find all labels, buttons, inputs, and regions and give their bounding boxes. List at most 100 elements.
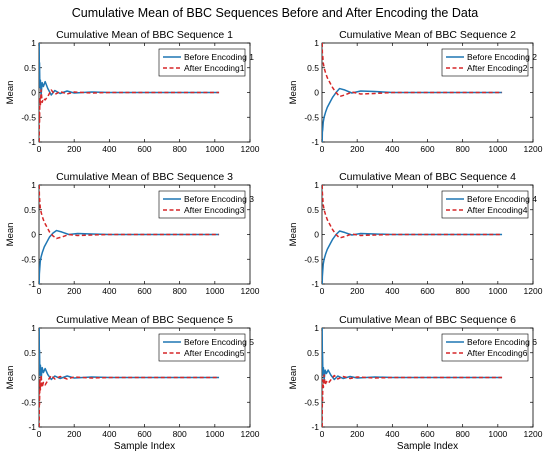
subplot-title: Cumulative Mean of BBC Sequence 1 <box>56 29 233 41</box>
legend-box <box>158 333 246 362</box>
series-line-before <box>322 87 503 142</box>
x-tick-label: 400 <box>102 429 116 439</box>
x-tick-label: 0 <box>320 144 325 154</box>
x-tick-label: 200 <box>350 286 364 296</box>
x-tick-label: 1200 <box>524 286 543 296</box>
x-tick-label: 1000 <box>488 429 507 439</box>
x-tick-label: 1000 <box>488 286 507 296</box>
legend-label: Before Encoding 3 <box>184 194 254 204</box>
x-tick-label: 1000 <box>205 144 224 154</box>
x-tick-label: 600 <box>420 429 434 439</box>
x-tick-label: 0 <box>37 144 42 154</box>
y-tick-label: 0.5 <box>24 205 36 215</box>
legend-label: After Encoding1 <box>184 63 245 73</box>
series-line-after <box>322 43 503 98</box>
y-tick-label: 0 <box>31 230 36 240</box>
y-axis-label: Mean <box>5 81 16 105</box>
x-tick-label: 600 <box>137 286 151 296</box>
legend-label: Before Encoding 5 <box>184 337 254 347</box>
y-tick-label: 0.5 <box>24 348 36 358</box>
y-tick-label: 1 <box>31 180 36 190</box>
x-tick-label: 1200 <box>241 286 260 296</box>
legend-label: After Encoding4 <box>467 205 528 215</box>
y-tick-label: 1 <box>31 38 36 48</box>
x-tick-label: 0 <box>320 286 325 296</box>
y-axis-label: Mean <box>5 223 16 247</box>
x-tick-label: 600 <box>420 144 434 154</box>
x-tick-label: 1200 <box>241 144 260 154</box>
y-tick-label: -0.5 <box>304 397 319 407</box>
x-tick-label: 800 <box>173 144 187 154</box>
x-tick-label: 400 <box>385 144 399 154</box>
subplot-3: Cumulative Mean of BBC Sequence 3 0 200 400… <box>5 171 260 296</box>
y-tick-label: -1 <box>311 422 319 432</box>
subplot-5: Cumulative Mean of BBC Sequence 5 0 200 400… <box>5 314 260 452</box>
y-tick-label: 0.5 <box>307 63 319 73</box>
y-tick-label: 1 <box>31 323 36 333</box>
x-axis-label: Sample Index <box>397 441 458 452</box>
x-tick-label: 1000 <box>488 144 507 154</box>
y-tick-label: 1 <box>314 38 319 48</box>
y-tick-label: 1 <box>314 180 319 190</box>
x-tick-label: 200 <box>67 429 81 439</box>
subplot-title: Cumulative Mean of BBC Sequence 5 <box>56 314 233 326</box>
subplot-6: Cumulative Mean of BBC Sequence 6 0 200 400… <box>288 314 543 452</box>
y-tick-label: 0.5 <box>307 205 319 215</box>
y-tick-label: 0 <box>314 373 319 383</box>
legend-label: After Encoding2 <box>467 63 528 73</box>
x-tick-label: 800 <box>173 286 187 296</box>
x-tick-label: 400 <box>102 286 116 296</box>
y-axis-label: Mean <box>288 366 299 390</box>
legend-box <box>441 190 529 219</box>
x-tick-label: 800 <box>456 429 470 439</box>
x-tick-label: 600 <box>420 286 434 296</box>
y-tick-label: -1 <box>28 137 36 147</box>
x-tick-label: 0 <box>37 286 42 296</box>
legend-label: After Encoding6 <box>467 348 528 358</box>
legend-label: After Encoding5 <box>184 348 245 358</box>
x-tick-label: 200 <box>67 144 81 154</box>
legend-box <box>158 48 246 77</box>
x-tick-label: 600 <box>137 429 151 439</box>
y-axis-label: Mean <box>5 366 16 390</box>
y-tick-label: -1 <box>28 422 36 432</box>
series-line-after <box>322 374 503 427</box>
x-tick-label: 400 <box>385 429 399 439</box>
x-tick-label: 1200 <box>241 429 260 439</box>
legend-box <box>441 333 529 362</box>
y-tick-label: -1 <box>28 279 36 289</box>
x-tick-label: 800 <box>456 286 470 296</box>
subplot-title: Cumulative Mean of BBC Sequence 6 <box>339 314 516 326</box>
y-tick-label: 0.5 <box>307 348 319 358</box>
legend-label: Before Encoding 4 <box>467 194 537 204</box>
subplot-4: Cumulative Mean of BBC Sequence 4 0 200 400… <box>288 171 543 296</box>
series-line-after <box>322 185 503 239</box>
series-line-before <box>39 229 220 284</box>
x-axis-label: Sample Index <box>114 441 175 452</box>
y-tick-label: -0.5 <box>21 397 36 407</box>
subplots: Cumulative Mean of BBC Sequence 1 0 200 400… <box>5 29 543 452</box>
y-tick-label: -0.5 <box>304 254 319 264</box>
subplot-title: Cumulative Mean of BBC Sequence 3 <box>56 171 233 183</box>
y-tick-label: -0.5 <box>21 112 36 122</box>
x-tick-label: 1000 <box>205 286 224 296</box>
x-tick-label: 800 <box>173 429 187 439</box>
x-tick-label: 1000 <box>205 429 224 439</box>
y-tick-label: -1 <box>311 279 319 289</box>
legend-label: Before Encoding 1 <box>184 52 254 62</box>
subplot-title: Cumulative Mean of BBC Sequence 4 <box>339 171 516 183</box>
y-tick-label: 0 <box>314 230 319 240</box>
y-tick-label: 0 <box>314 88 319 98</box>
subplot-2: Cumulative Mean of BBC Sequence 2 0 200 400… <box>288 29 543 154</box>
legend-box <box>441 48 529 77</box>
x-tick-label: 400 <box>102 144 116 154</box>
y-tick-label: -1 <box>311 137 319 147</box>
legend-label: After Encoding3 <box>184 205 245 215</box>
series-line-after <box>39 185 220 240</box>
